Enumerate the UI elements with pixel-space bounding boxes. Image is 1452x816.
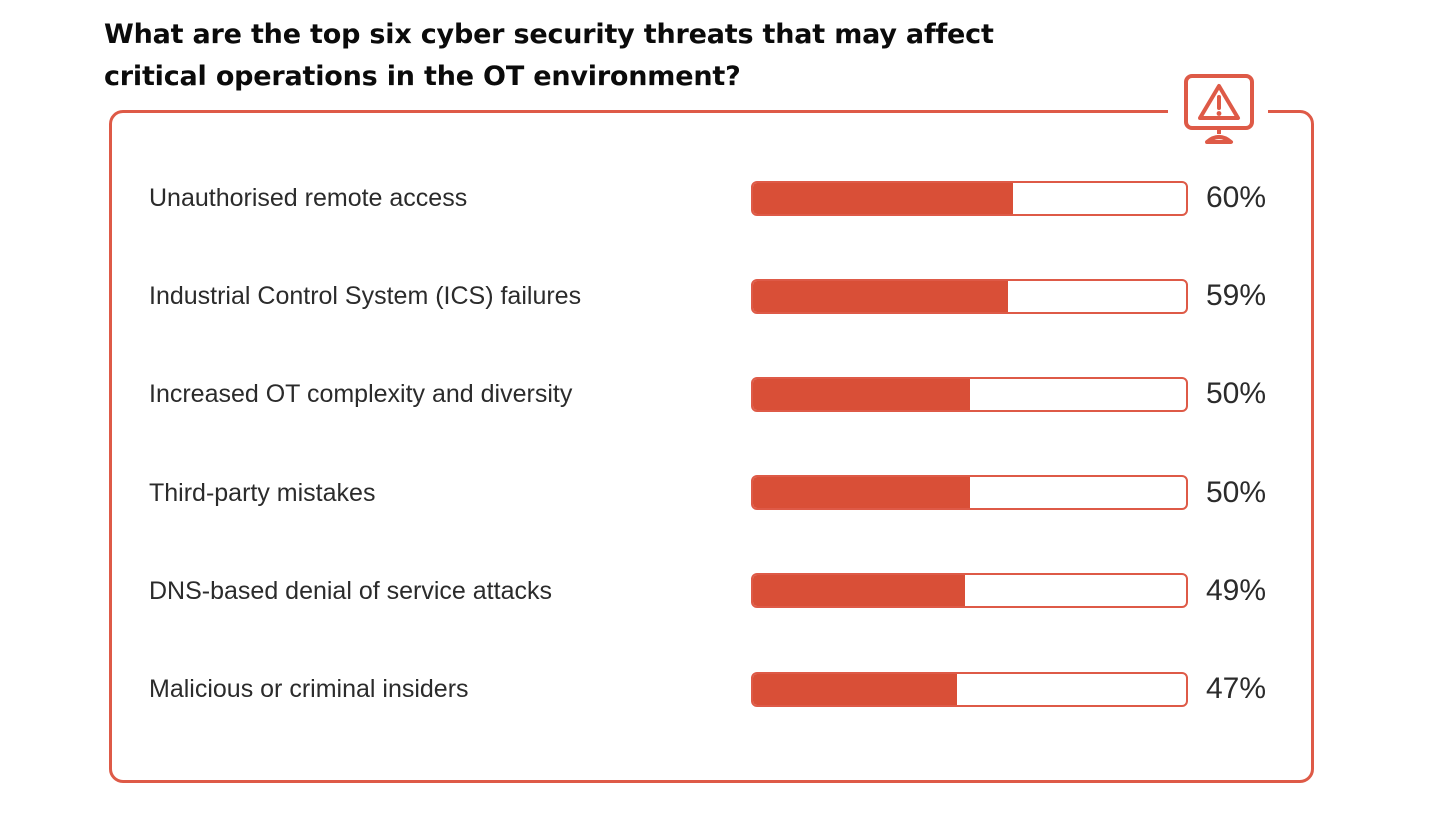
- data-label: 59%: [1206, 279, 1267, 313]
- data-label: 60%: [1206, 181, 1267, 214]
- data-label: 47%: [1206, 672, 1267, 705]
- data-label: 49%: [1206, 573, 1267, 607]
- bar: [753, 477, 970, 509]
- category-label: Increased OT complexity and diversity: [149, 380, 573, 409]
- chart-frame: [109, 110, 1314, 783]
- bar-track: [751, 573, 1188, 609]
- bar: [753, 280, 1009, 312]
- data-label: 50%: [1206, 475, 1267, 509]
- bar: [753, 378, 970, 410]
- category-label: Industrial Control System (ICS) failures: [149, 282, 582, 311]
- bar-track: [751, 671, 1188, 707]
- data-label: 50%: [1206, 377, 1267, 411]
- bar-track: [751, 475, 1188, 511]
- category-label: Third-party mistakes: [149, 478, 376, 507]
- bar: [753, 673, 957, 705]
- bar: [753, 575, 966, 607]
- category-label: Unauthorised remote access: [149, 184, 468, 212]
- warning-monitor-icon: [1184, 74, 1254, 144]
- category-label: Malicious or criminal insiders: [149, 675, 469, 703]
- bar-track: [751, 376, 1188, 412]
- category-label: DNS-based denial of service attacks: [149, 576, 552, 605]
- bar: [753, 182, 1013, 214]
- bar-track: [751, 278, 1188, 314]
- chart-title: What are the top six cyber security thre…: [104, 19, 994, 92]
- bar-track: [751, 180, 1188, 216]
